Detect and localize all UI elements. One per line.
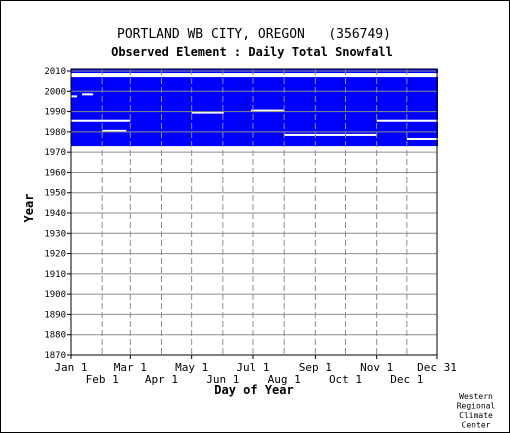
y-tick-label: 1940	[44, 209, 66, 219]
credit-line: Center	[462, 421, 491, 430]
x-tick-label: Mar 1	[114, 361, 147, 374]
missing-data-gap	[284, 133, 377, 136]
plot-border	[70, 68, 438, 356]
y-tick-label: 1870	[44, 351, 66, 361]
x-tick-label: Jul 1	[236, 361, 269, 374]
missing-data-gap	[71, 95, 78, 98]
credit-line: Regional	[457, 402, 496, 411]
credit-line: Climate	[459, 411, 493, 420]
x-tick-label: Nov 1	[360, 361, 393, 374]
x-axis-label: Day of Year	[214, 383, 293, 397]
chart-subtitle: Observed Element : Daily Total Snowfall	[111, 45, 393, 59]
missing-data-gap	[406, 137, 439, 140]
y-tick-label: 2000	[44, 87, 66, 97]
y-axis-label: Year	[22, 194, 36, 223]
x-tick-label: Aug 1	[268, 373, 301, 386]
missing-data-gap	[191, 111, 224, 114]
x-tick-label: Apr 1	[145, 373, 178, 386]
plot-area: 2010 2000 1990 1980 1970 1960 1950 1940 1930 1920…	[44, 67, 457, 386]
y-tick-label: 1950	[44, 189, 66, 199]
x-tick-label: Oct 1	[329, 373, 362, 386]
missing-data-gap	[376, 119, 439, 122]
x-tick-label: Jun 1	[206, 373, 239, 386]
x-tick-label: Dec 1	[390, 373, 423, 386]
x-tick-label: Feb 1	[86, 373, 119, 386]
missing-data-gap	[250, 109, 285, 112]
y-tick-label: 1910	[44, 270, 66, 280]
x-tick-label: Jan 1	[54, 361, 87, 374]
y-tick-label: 1880	[44, 331, 66, 341]
y-tick-label: 1920	[44, 250, 66, 260]
missing-data-gap	[102, 129, 127, 132]
y-tick-label: 1970	[44, 148, 66, 158]
credit-line: Western	[459, 392, 493, 401]
y-tick-label: 2010	[44, 67, 66, 77]
chart-title: PORTLAND WB CITY, OREGON (356749)	[117, 27, 391, 42]
x-tick-label: Dec 31	[417, 361, 457, 374]
y-tick-label: 1960	[44, 168, 66, 178]
y-tick-label: 1900	[44, 290, 66, 300]
y-tick-label: 1930	[44, 229, 66, 239]
missing-data-gap	[82, 93, 94, 96]
y-tick-label: 1890	[44, 310, 66, 320]
missing-data-gap	[71, 119, 131, 122]
x-tick-label: May 1	[175, 361, 208, 374]
y-tick-label: 1990	[44, 108, 66, 118]
x-tick-label: Sep 1	[299, 361, 332, 374]
y-tick-label: 1980	[44, 128, 66, 138]
